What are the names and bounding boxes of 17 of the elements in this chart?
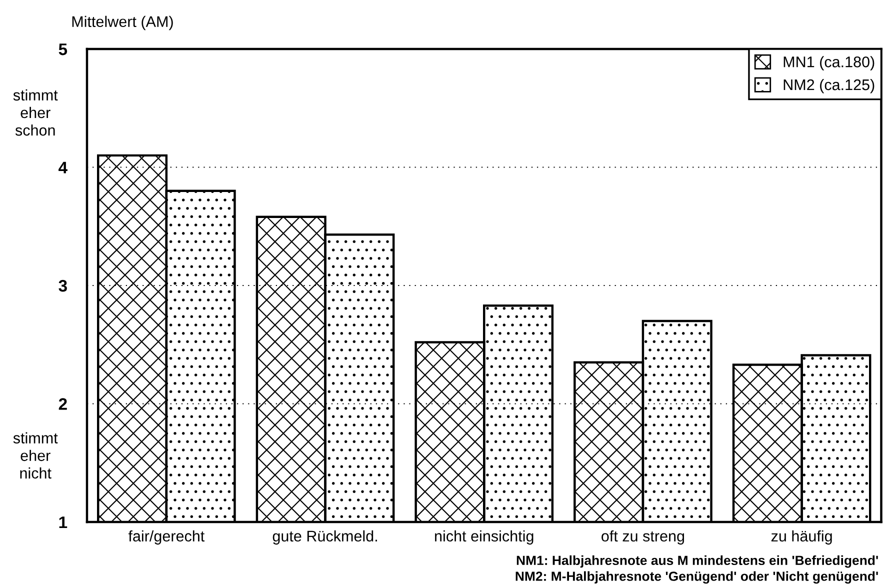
y-tick-label: 2: [58, 398, 67, 410]
legend-label: MN1 (ca.180): [784, 56, 874, 70]
y-tick-label: 1: [59, 516, 68, 528]
y-tick-label: 5: [58, 44, 68, 56]
x-tick-label: oft zu streng: [602, 530, 684, 545]
legend-label: NM2 (ca.125): [784, 78, 874, 94]
y-tick-label: 3: [58, 280, 67, 292]
text: NM2: M-Halbjahresnote 'Genügend' oder 'Nicht genügend': [516, 571, 878, 584]
text: NM1: Halbjahresnote aus M mindestens ein 'Befriedigend': [516, 555, 878, 568]
text: stimmt eher schon: [13, 89, 58, 136]
x-tick-label: nicht einsichtig: [435, 530, 534, 545]
x-tick-label: gute Rückmeld.: [272, 530, 377, 545]
x-tick-label: fair/gerecht: [128, 530, 205, 545]
y-axis-title: Mittelwert (AM): [72, 16, 173, 30]
text: stimmt eher nicht: [13, 432, 58, 479]
y-tick-label: 4: [58, 162, 68, 174]
x-tick-label: zu häufig: [771, 530, 832, 545]
